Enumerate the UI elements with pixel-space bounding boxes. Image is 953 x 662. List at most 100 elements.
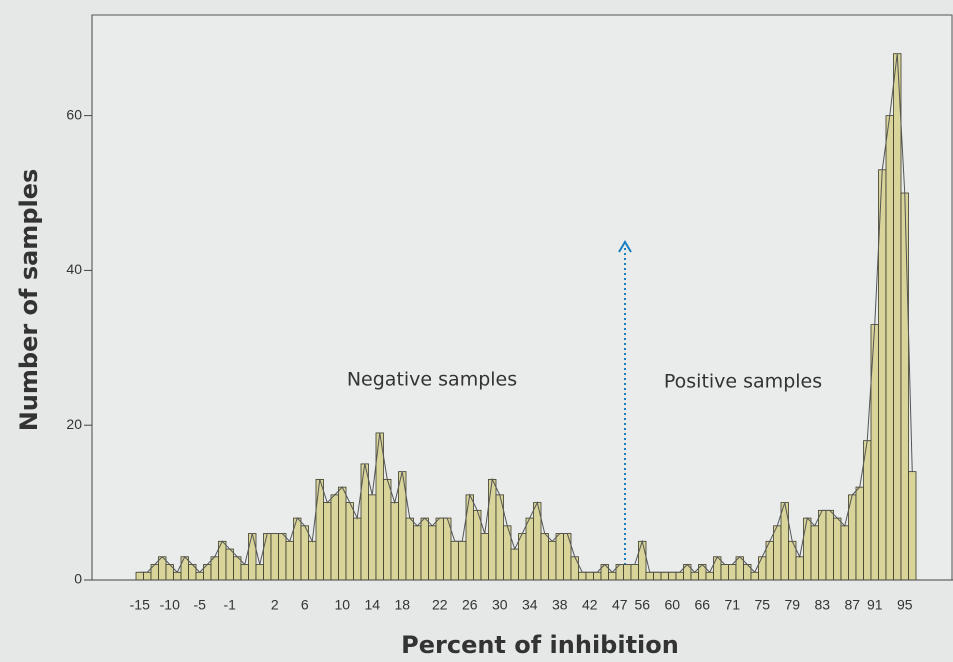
x-tick-label: 91	[867, 597, 883, 613]
bar	[720, 564, 729, 581]
bar	[420, 517, 429, 581]
x-tick-label: 38	[552, 597, 568, 613]
y-tick-label: 0	[74, 571, 82, 587]
bar	[540, 533, 549, 581]
x-tick-label: -1	[224, 597, 237, 613]
x-tick-label: 42	[582, 597, 598, 613]
bar	[300, 525, 309, 581]
y-axis-label: Number of samples	[15, 169, 43, 432]
bar	[795, 556, 804, 581]
annotation: Negative samples	[347, 369, 517, 391]
bar	[735, 556, 744, 581]
bar	[833, 517, 842, 581]
bar	[135, 571, 144, 581]
bar	[488, 478, 497, 581]
x-tick-label: 87	[844, 597, 860, 613]
arrow-head	[618, 240, 632, 253]
bar	[383, 478, 392, 581]
x-tick-label: -10	[160, 597, 180, 613]
bar	[570, 556, 579, 581]
bar	[270, 533, 279, 581]
plot-frame	[91, 14, 953, 581]
bar	[645, 571, 654, 581]
bar	[240, 564, 249, 581]
bar	[480, 533, 489, 581]
bar	[885, 115, 894, 581]
bar	[825, 509, 834, 581]
bar	[390, 502, 399, 581]
x-tick-label: 83	[814, 597, 830, 613]
bar	[315, 478, 324, 581]
bar	[225, 548, 234, 581]
x-tick-label: 95	[897, 597, 913, 613]
bar	[510, 548, 519, 581]
x-tick-label: 26	[462, 597, 478, 613]
bar	[713, 556, 722, 581]
bar	[330, 494, 339, 581]
bar	[450, 540, 459, 581]
bar	[473, 509, 482, 581]
bar	[675, 571, 684, 581]
bar	[893, 53, 902, 581]
bar	[818, 509, 827, 581]
bar	[750, 571, 759, 581]
x-tick-label: 66	[694, 597, 710, 613]
bar	[705, 571, 714, 581]
annotation: Positive samples	[664, 371, 822, 393]
bar	[278, 533, 287, 581]
bar	[900, 192, 909, 581]
bar	[285, 540, 294, 581]
bar	[345, 502, 354, 581]
x-tick-label: 2	[271, 597, 279, 613]
bar	[210, 556, 219, 581]
bar	[728, 564, 737, 581]
bar	[368, 494, 377, 581]
x-tick-label: 6	[301, 597, 309, 613]
bar	[180, 556, 189, 581]
bar	[518, 533, 527, 581]
bar	[863, 440, 872, 581]
x-tick-label: 79	[784, 597, 800, 613]
bar	[435, 517, 444, 581]
bar	[630, 564, 639, 581]
bar	[248, 533, 257, 581]
bar	[638, 540, 647, 581]
bar	[413, 525, 422, 581]
bar	[908, 471, 917, 581]
bar	[810, 525, 819, 581]
x-tick-label: 60	[664, 597, 680, 613]
x-tick-label: 10	[334, 597, 350, 613]
bar	[428, 525, 437, 581]
x-tick-label: 75	[754, 597, 770, 613]
bar	[465, 494, 474, 581]
bar	[578, 571, 587, 581]
bar	[338, 486, 347, 581]
x-tick-label: -15	[130, 597, 150, 613]
x-tick-label: 18	[394, 597, 410, 613]
y-tick-label: 20	[66, 416, 82, 432]
x-tick-label: 34	[522, 597, 538, 613]
bar	[773, 525, 782, 581]
bar	[548, 540, 557, 581]
x-tick-label: 22	[432, 597, 448, 613]
bar	[623, 564, 632, 581]
y-tick-label: 60	[66, 106, 82, 122]
bar	[660, 571, 669, 581]
bar	[653, 571, 662, 581]
bar	[525, 517, 534, 581]
bar	[458, 540, 467, 581]
bar	[353, 517, 362, 581]
bar	[143, 571, 152, 581]
bar	[840, 525, 849, 581]
bar	[803, 517, 812, 581]
bar	[585, 571, 594, 581]
bar	[593, 571, 602, 581]
y-tick-label: 40	[66, 261, 82, 277]
bar	[195, 571, 204, 581]
bar	[233, 556, 242, 581]
bar	[855, 486, 864, 581]
x-tick-label: 30	[492, 597, 508, 613]
bar	[158, 556, 167, 581]
x-tick-label: 14	[364, 597, 380, 613]
x-tick-label: 47	[612, 597, 628, 613]
